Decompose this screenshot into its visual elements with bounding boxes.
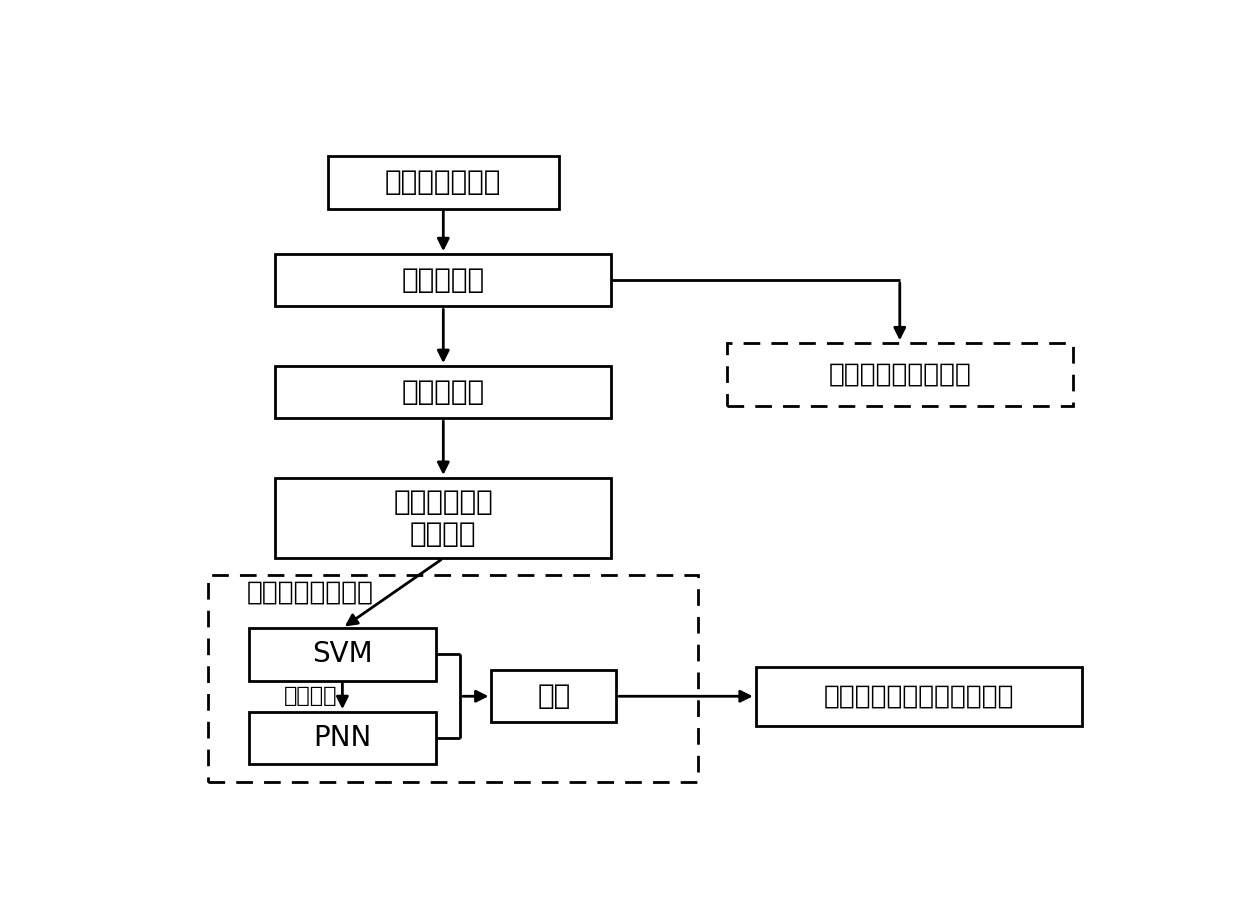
Text: 样本权重: 样本权重	[284, 686, 337, 706]
FancyBboxPatch shape	[275, 254, 611, 307]
FancyBboxPatch shape	[727, 343, 1073, 406]
FancyBboxPatch shape	[275, 366, 611, 419]
Text: 属性特征提取
及向量化: 属性特征提取 及向量化	[393, 488, 494, 548]
Text: 数据预处理: 数据预处理	[402, 266, 485, 294]
Text: 按一定条件进行筛选: 按一定条件进行筛选	[828, 361, 971, 388]
Text: SVM: SVM	[312, 640, 373, 668]
FancyBboxPatch shape	[491, 670, 616, 723]
Text: 平衡化处理: 平衡化处理	[402, 378, 485, 406]
FancyBboxPatch shape	[327, 156, 558, 209]
FancyBboxPatch shape	[755, 666, 1083, 726]
Text: 锌结合蛋白质作用位点识别: 锌结合蛋白质作用位点识别	[823, 683, 1014, 709]
FancyBboxPatch shape	[275, 478, 611, 558]
FancyBboxPatch shape	[249, 628, 436, 680]
Text: PNN: PNN	[314, 725, 372, 752]
FancyBboxPatch shape	[249, 712, 436, 765]
Text: 构建集成学习模型: 构建集成学习模型	[247, 580, 373, 606]
Text: 集成: 集成	[537, 682, 570, 710]
FancyBboxPatch shape	[208, 576, 698, 782]
Text: 蛋白质源数据集: 蛋白质源数据集	[386, 168, 501, 196]
